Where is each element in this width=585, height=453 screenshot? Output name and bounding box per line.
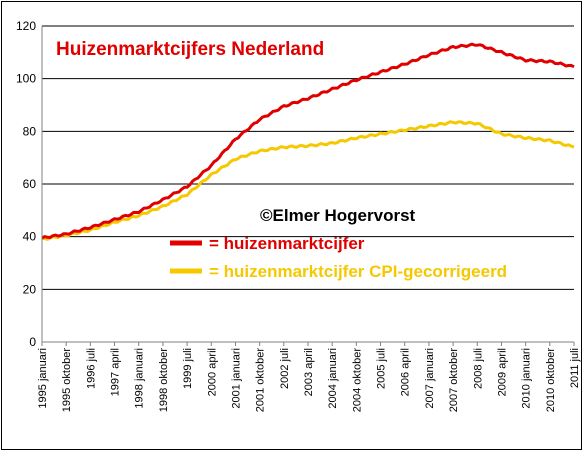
x-tick-label: 2010 oktober (545, 348, 557, 413)
x-tick-label: 2000 april (206, 348, 218, 396)
chart-title: Huizenmarktcijfers Nederland (56, 39, 324, 60)
y-tick-label: 100 (16, 72, 36, 86)
x-tick-label: 2004 januari (327, 348, 339, 409)
series-line-1 (42, 120, 575, 241)
x-tick-label: 2002 juli (279, 348, 291, 389)
y-tick-label: 40 (23, 230, 37, 244)
x-tick-label: 2010 januari (521, 348, 533, 409)
y-tick-label: 0 (29, 335, 36, 349)
x-tick-label: 1999 juli (182, 348, 194, 389)
series-lines (41, 42, 575, 241)
x-tick-label: 2007 oktober (448, 348, 460, 413)
series-line-0 (41, 42, 575, 240)
x-tick-label: 2001 oktober (255, 348, 267, 413)
legend: = huizenmarktcijfer = huizenmarktcijfer C… (170, 234, 507, 281)
x-tick-label: 1996 juli (85, 348, 97, 389)
x-tick-label: 1995 januari (37, 348, 49, 409)
x-axis-ticks: 1995 januari 1995 oktober 1996 juli 1997 ap… (37, 342, 581, 412)
x-tick-label: 2003 april (303, 348, 315, 396)
x-tick-label: 1998 januari (134, 348, 146, 409)
y-tick-label: 80 (23, 124, 37, 138)
x-tick-label: 2008 juli (472, 348, 484, 389)
y-tick-label: 60 (23, 177, 37, 191)
x-tick-label: 2005 juli (376, 348, 388, 389)
y-axis-ticks: 0 20 40 60 80 100 120 (16, 19, 36, 349)
x-tick-label: 1995 oktober (61, 348, 73, 413)
x-tick-label: 2001 januari (230, 348, 242, 409)
legend-label: = huizenmarktcijfer (209, 234, 365, 253)
x-tick-label: 2011 juli (569, 348, 581, 388)
x-tick-label: 2007 januari (424, 348, 436, 409)
x-tick-label: 2006 april (400, 348, 412, 396)
x-tick-label: 1998 oktober (158, 348, 170, 413)
legend-label: = huizenmarktcijfer CPI-gecorrigeerd (209, 262, 507, 281)
gridlines (42, 25, 574, 290)
copyright-text: ©Elmer Hogervorst (260, 206, 416, 225)
y-tick-label: 120 (16, 19, 36, 33)
x-tick-label: 2009 april (496, 348, 508, 396)
y-tick-label: 20 (23, 282, 37, 296)
x-tick-label: 1997 april (110, 348, 122, 396)
x-tick-label: 2004 oktober (351, 348, 363, 413)
